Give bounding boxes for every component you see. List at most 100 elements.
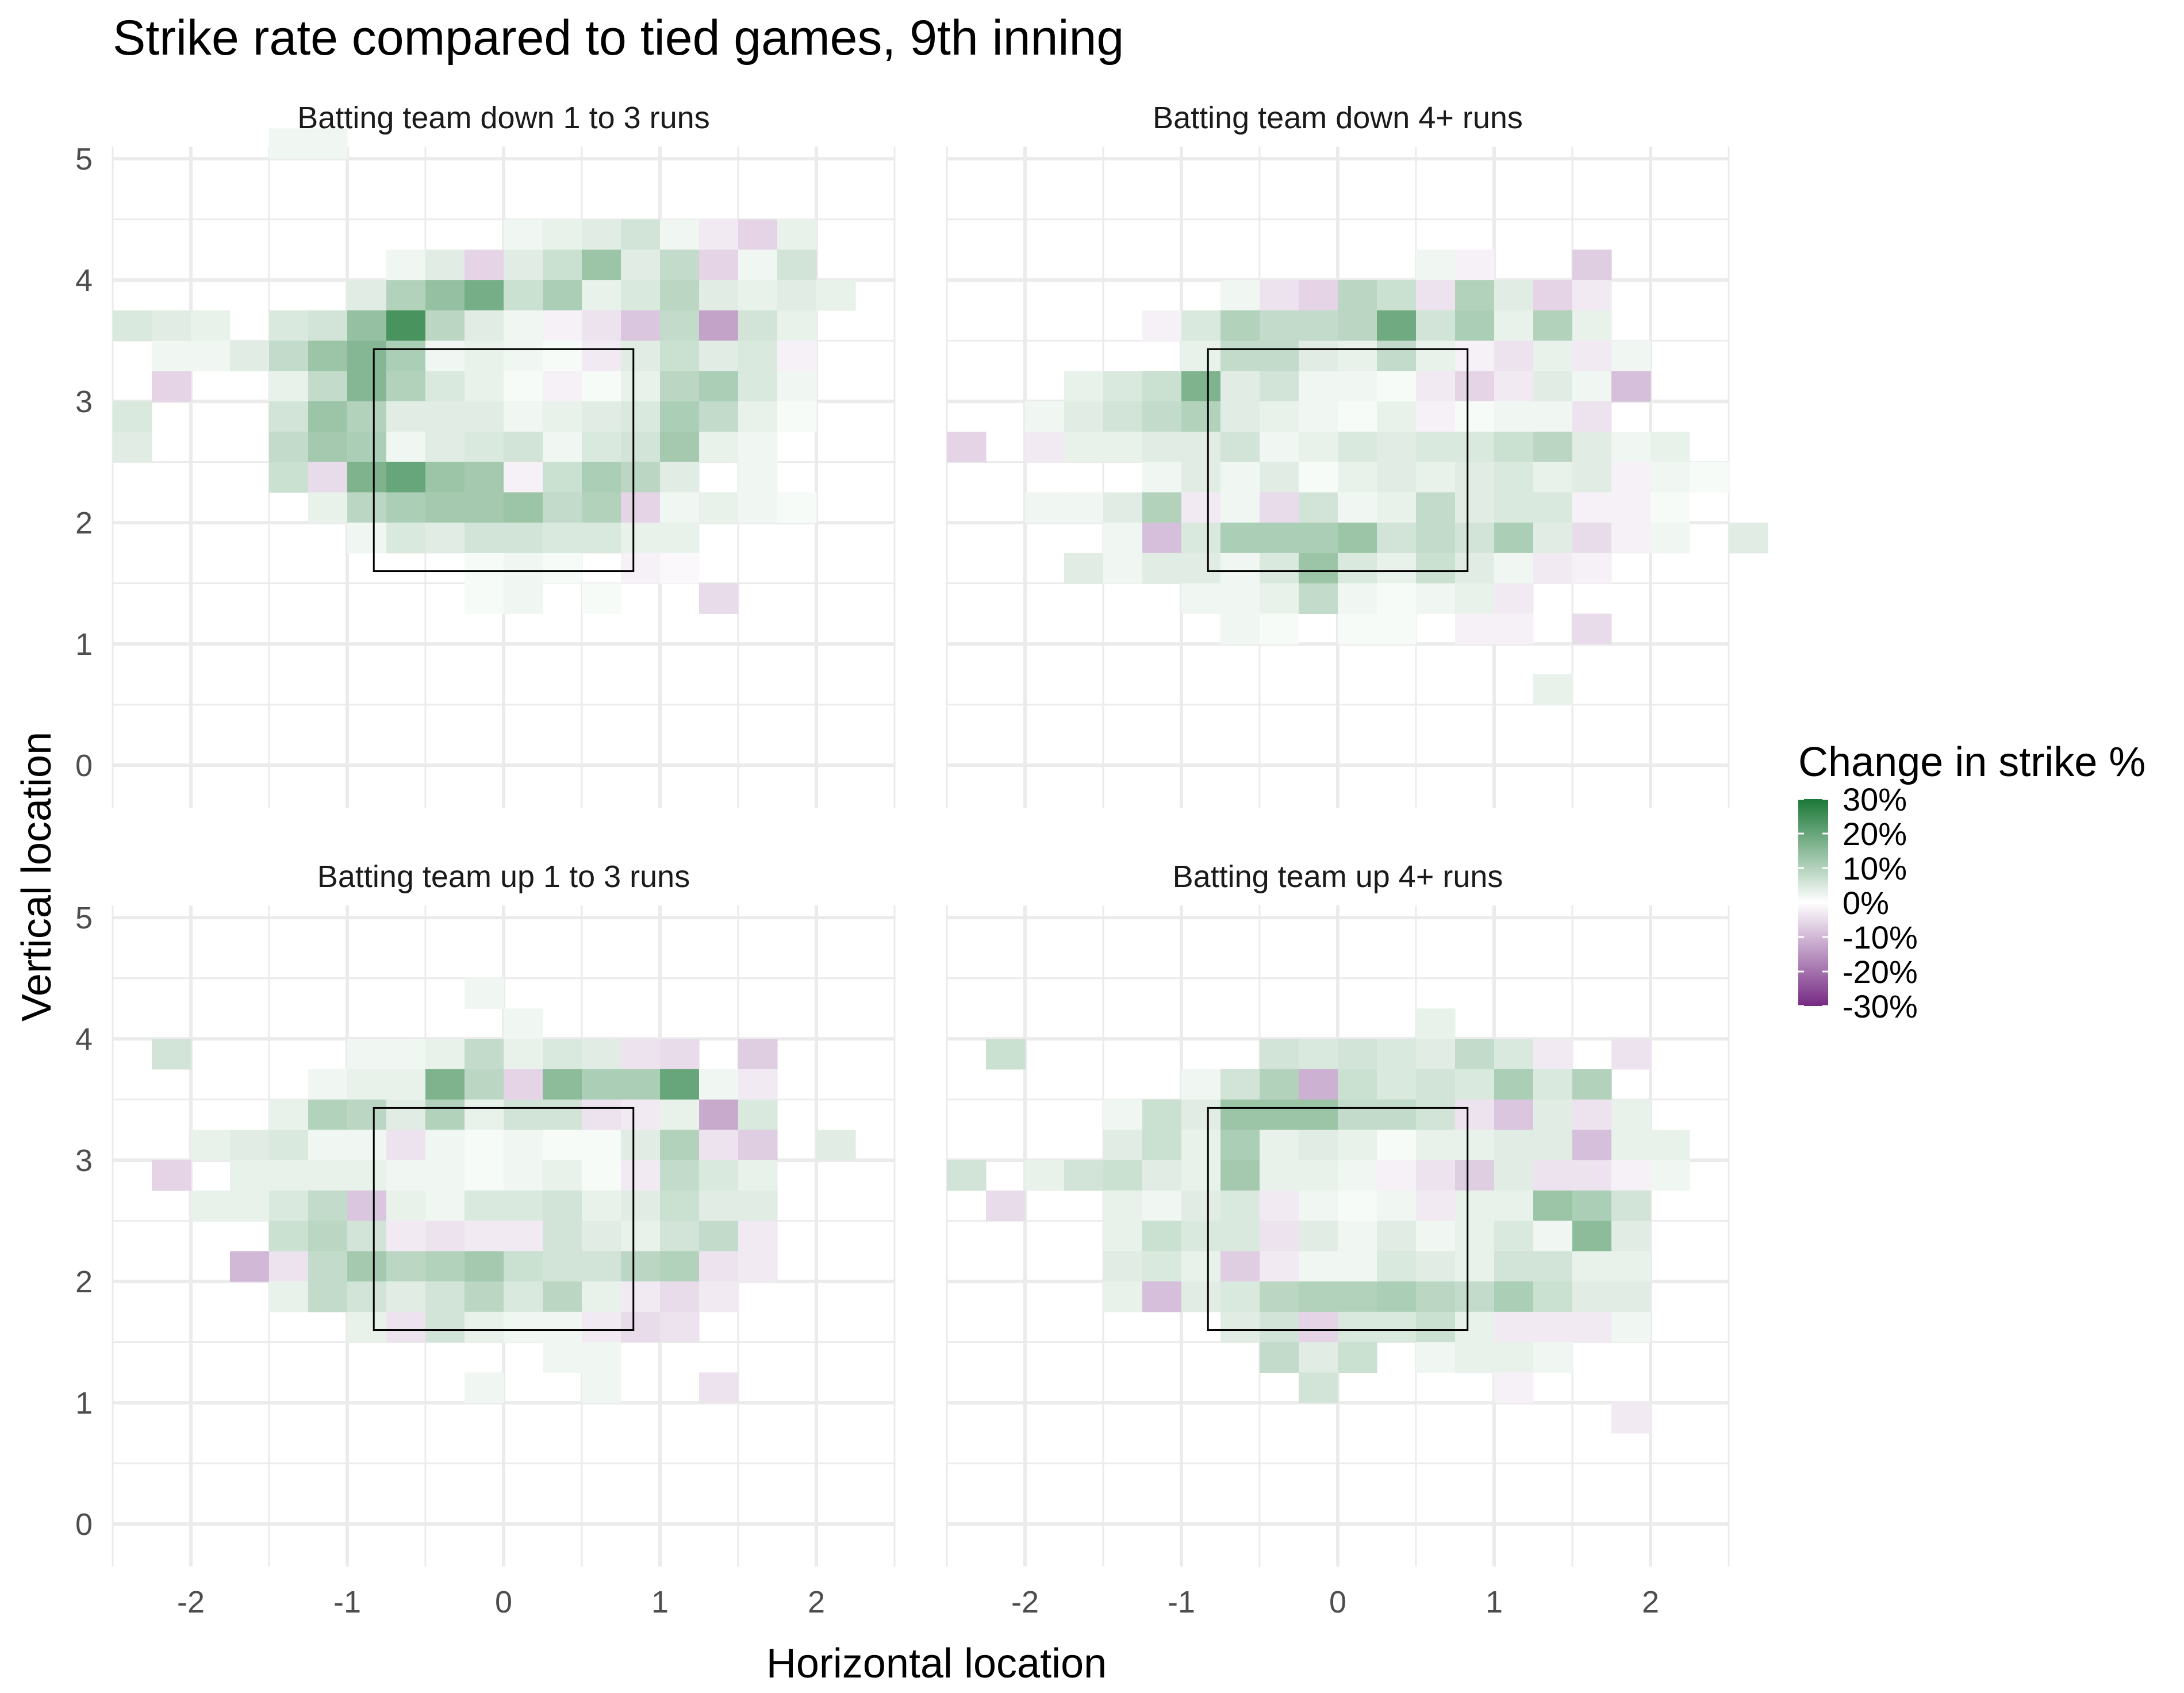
heatmap-cell — [386, 371, 426, 402]
heatmap-cell — [543, 219, 582, 250]
heatmap-cell — [699, 1220, 739, 1251]
legend-label: 0% — [1843, 885, 1889, 921]
heatmap-cell — [1181, 552, 1221, 584]
heatmap-cell — [699, 340, 739, 371]
heatmap-cell — [1299, 1099, 1338, 1130]
legend-label: -20% — [1843, 954, 1918, 990]
heatmap-cell — [1142, 401, 1182, 432]
heatmap-cell — [1416, 1039, 1456, 1070]
heatmap-cell — [1455, 1190, 1495, 1222]
heatmap-cell — [1416, 523, 1456, 554]
heatmap-cell — [660, 462, 700, 493]
heatmap-cell — [1299, 1220, 1338, 1251]
strike-zone-box — [1207, 1107, 1469, 1331]
heatmap-cell — [582, 401, 621, 432]
heatmap-cell — [425, 310, 465, 341]
heatmap-cell — [504, 1220, 543, 1251]
heatmap-cell — [1611, 1130, 1651, 1161]
heatmap-cell — [1377, 1069, 1417, 1100]
heatmap-cell — [1181, 1220, 1221, 1251]
heatmap-cell — [1494, 1311, 1534, 1343]
heatmap-cell — [386, 523, 426, 554]
heatmap-cell — [1494, 1190, 1534, 1222]
heatmap-cell — [1611, 492, 1651, 523]
heatmap-cell — [465, 1099, 504, 1130]
heatmap-cell — [465, 552, 504, 584]
heatmap-cell — [308, 431, 348, 463]
heatmap-cell — [1572, 371, 1612, 402]
heatmap-cell — [1651, 492, 1690, 523]
heatmap-cell — [1220, 523, 1260, 554]
heatmap-cell — [621, 249, 661, 281]
heatmap-cell — [425, 431, 465, 463]
x-axis-title: Horizontal location — [766, 1641, 1107, 1687]
heatmap-cell — [1260, 310, 1299, 341]
heatmap-cell — [504, 219, 543, 250]
heatmap-cell — [1142, 431, 1182, 463]
heatmap-cell — [1377, 523, 1417, 554]
heatmap-cell — [543, 1190, 582, 1222]
heatmap-cell — [543, 310, 582, 341]
heatmap-cell — [504, 371, 543, 402]
heatmap-cell — [465, 401, 504, 432]
heatmap-cell — [1142, 552, 1182, 584]
heatmap-cell — [1338, 583, 1377, 614]
heatmap-cell — [1611, 1160, 1651, 1191]
heatmap-cell — [1533, 401, 1573, 432]
heatmap-cell — [1611, 1251, 1651, 1282]
heatmap-cell — [621, 1160, 661, 1191]
heatmap-cell — [1220, 401, 1260, 432]
heatmap-cell — [738, 431, 778, 463]
heatmap-cell — [777, 310, 817, 341]
heatmap-cell — [1455, 552, 1495, 584]
heatmap-cell — [425, 492, 465, 523]
heatmap-cell — [504, 340, 543, 371]
heatmap-cell — [660, 431, 700, 463]
heatmap-cell — [621, 1190, 661, 1222]
heatmap-cell — [269, 401, 309, 432]
heatmap-cell — [1455, 1342, 1495, 1373]
heatmap-cell — [1181, 371, 1221, 402]
heatmap-cells — [947, 249, 1768, 705]
heatmap-cells — [947, 1008, 1690, 1434]
heatmap-cell — [1572, 552, 1612, 584]
heatmap-cell — [699, 371, 739, 402]
heatmap-cell — [738, 1130, 778, 1161]
legend-label: 20% — [1843, 816, 1907, 852]
heatmap-cell — [308, 310, 348, 341]
heatmap-cell — [1455, 583, 1495, 614]
heatmap-cell — [504, 249, 543, 281]
heatmap-cell — [269, 1190, 309, 1222]
heatmap-cell — [1455, 1160, 1495, 1191]
heatmap-cell — [543, 1342, 582, 1373]
heatmap-cell — [1494, 1251, 1534, 1282]
heatmap-cell — [1338, 1311, 1377, 1343]
heatmap-cell — [621, 1251, 661, 1282]
heatmap-cell — [1611, 431, 1651, 463]
heatmap-cell — [621, 1130, 661, 1161]
heatmap-cell — [1494, 1160, 1534, 1191]
heatmap-cell — [1299, 371, 1338, 402]
heatmap-cell — [699, 310, 739, 341]
heatmap-cell — [1103, 371, 1143, 402]
heatmap-cell — [1338, 1160, 1377, 1191]
heatmap-cell — [308, 1160, 348, 1191]
heatmap-cell — [699, 1160, 739, 1191]
heatmap-cell — [386, 462, 426, 493]
heatmap-cell — [582, 371, 621, 402]
heatmap-cell — [1533, 1342, 1573, 1373]
facet-panel: Batting team down 1 to 3 runs — [112, 101, 896, 808]
heatmap-cell — [425, 340, 465, 371]
heatmap-cell — [1181, 1099, 1221, 1130]
heatmap-cell — [699, 1281, 739, 1312]
heatmap-cell — [543, 280, 582, 311]
heatmap-cell — [1064, 401, 1104, 432]
y-tick-label: 3 — [75, 385, 93, 419]
heatmap-cell — [777, 340, 817, 371]
heatmap-cell — [1142, 492, 1182, 523]
heatmap-cell — [699, 1099, 739, 1130]
heatmap-cell — [1494, 492, 1534, 523]
heatmap-cell — [582, 431, 621, 463]
heatmap-cell — [1377, 1039, 1417, 1070]
